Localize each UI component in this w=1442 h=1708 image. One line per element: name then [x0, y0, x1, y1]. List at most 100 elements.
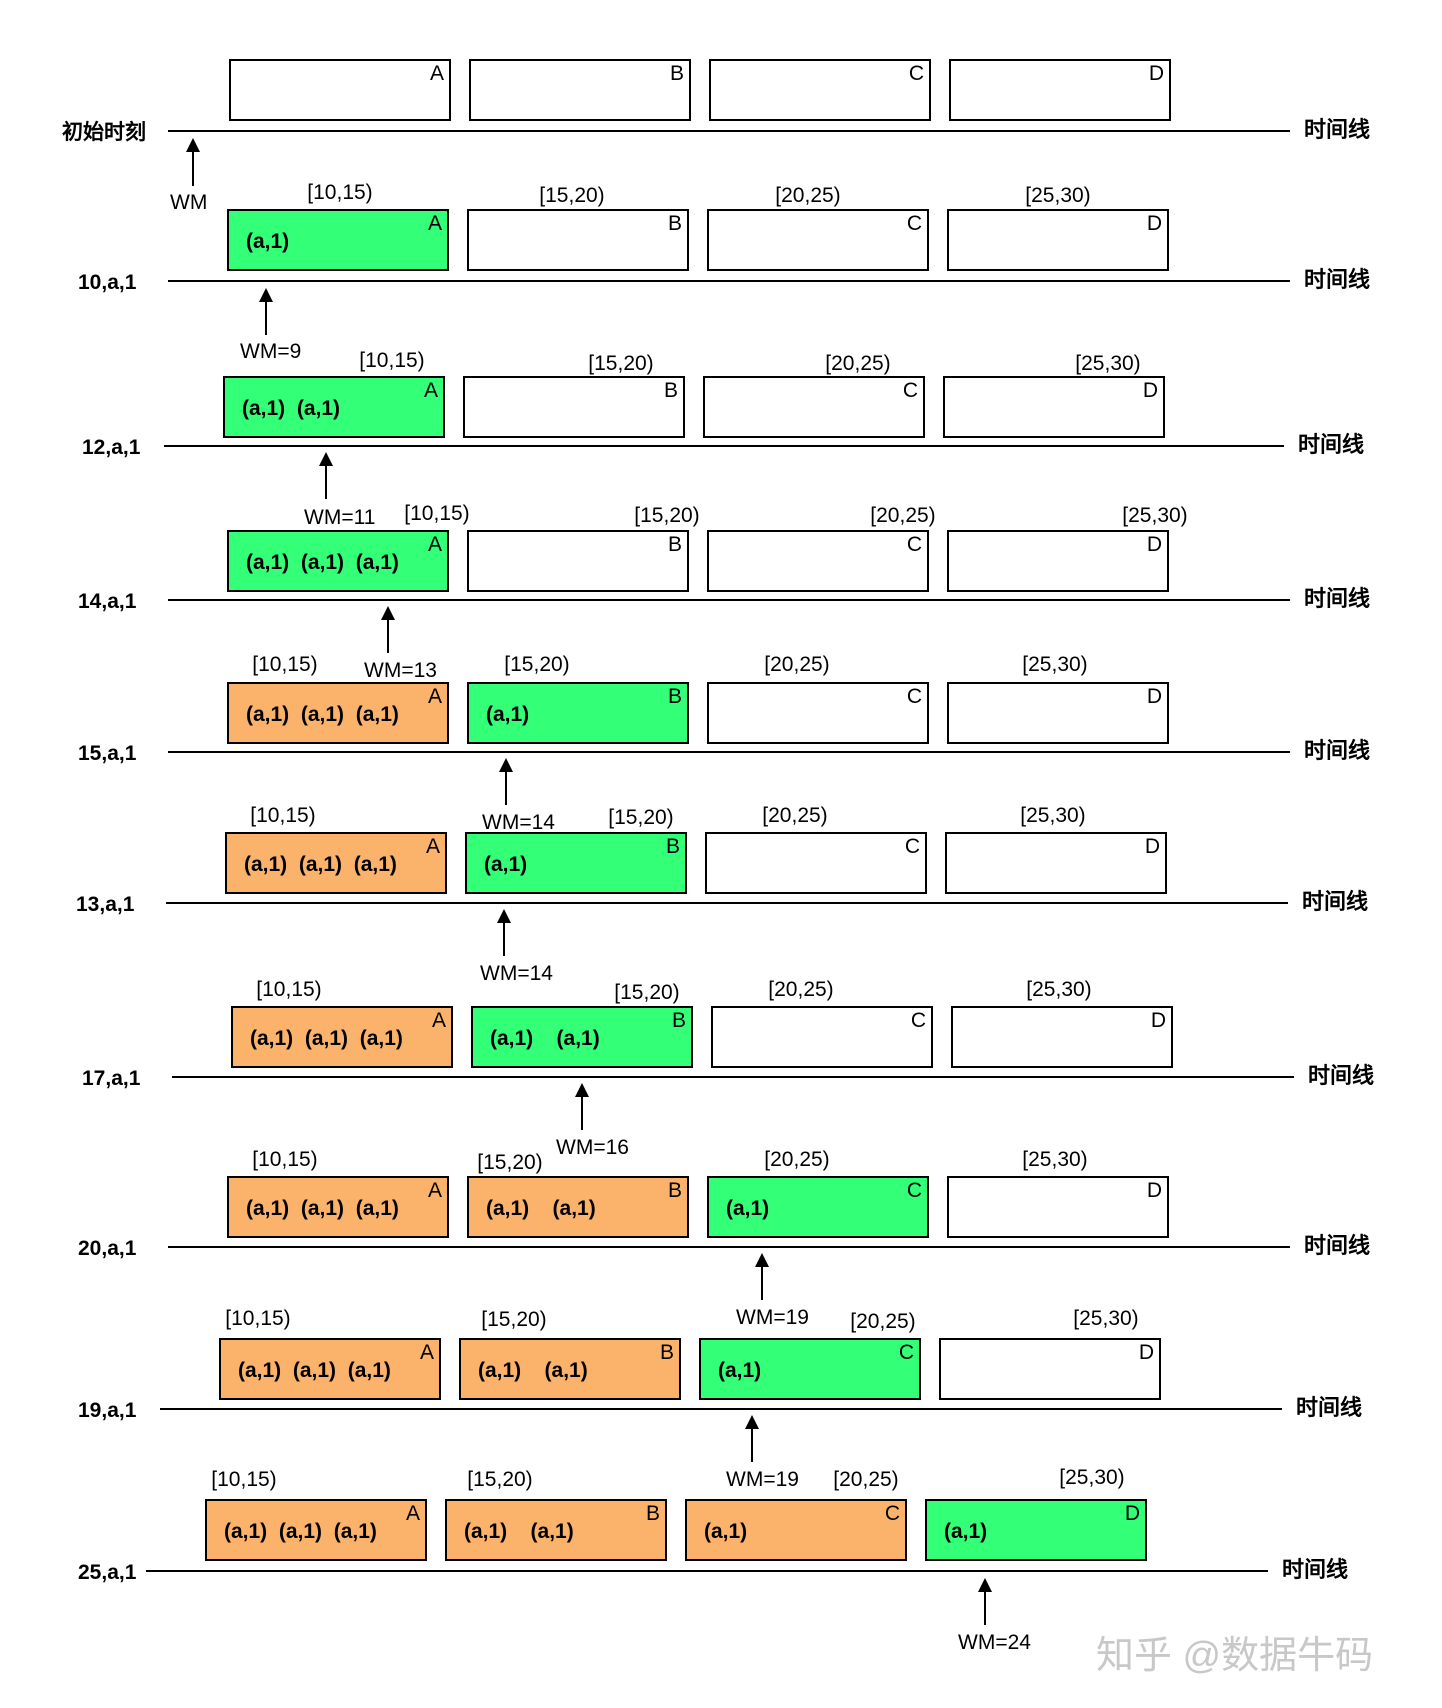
event-label: 19,a,1: [78, 1399, 137, 1422]
window-box-c: [707, 682, 929, 744]
window-corner-label: B: [668, 212, 682, 235]
window-box-c: [703, 376, 925, 438]
window-corner-label: C: [909, 62, 924, 85]
window-range-label: [20,25): [764, 1148, 829, 1171]
timeline-label: 时间线: [1304, 738, 1370, 763]
window-corner-label: B: [664, 379, 678, 402]
watermark-label: WM=11: [304, 506, 375, 529]
window-box-d: [925, 1499, 1147, 1561]
window-corner-label: A: [424, 379, 438, 402]
window-box-b: [467, 682, 689, 744]
window-box-d: [947, 682, 1169, 744]
window-box-c: [707, 1176, 929, 1238]
window-box-b: [463, 376, 685, 438]
window-box-c: [699, 1338, 921, 1400]
window-range-label: [10,15): [256, 978, 321, 1001]
event-label: 10,a,1: [78, 271, 137, 294]
window-box-a: [205, 1499, 427, 1561]
window-box-b: [467, 530, 689, 592]
window-range-label: [10,15): [307, 181, 372, 204]
event-label: 15,a,1: [78, 742, 137, 765]
watermark-label: WM=19: [726, 1468, 799, 1491]
window-content: (a,1) (a,1) (a,1): [250, 1027, 403, 1050]
window-range-label: [25,30): [1073, 1307, 1138, 1330]
window-corner-label: D: [1147, 685, 1162, 708]
window-range-label: [25,30): [1059, 1466, 1124, 1489]
window-content: (a,1): [486, 703, 529, 726]
event-label: 初始时刻: [62, 120, 146, 144]
window-corner-label: C: [911, 1009, 926, 1032]
window-range-label: [15,20): [588, 352, 653, 375]
timeline-label: 时间线: [1308, 1063, 1374, 1088]
window-box-d: [943, 376, 1165, 438]
window-content: (a,1): [704, 1520, 747, 1543]
window-corner-label: D: [1147, 533, 1162, 556]
window-range-label: [20,25): [768, 978, 833, 1001]
window-box-c: [709, 59, 931, 121]
timeline-label: 时间线: [1298, 432, 1364, 457]
window-range-label: [15,20): [481, 1308, 546, 1331]
window-content: (a,1) (a,1) (a,1): [246, 703, 399, 726]
window-corner-label: D: [1145, 835, 1160, 858]
window-range-label: [10,15): [252, 653, 317, 676]
window-box-c: [685, 1499, 907, 1561]
window-range-label: [15,20): [467, 1468, 532, 1491]
window-corner-label: A: [432, 1009, 446, 1032]
watermark-label: WM=24: [958, 1631, 1031, 1654]
event-label: 20,a,1: [78, 1237, 137, 1260]
window-box-a: [223, 376, 445, 438]
window-corner-label: C: [907, 685, 922, 708]
event-label: 12,a,1: [82, 436, 141, 459]
event-label: 13,a,1: [76, 893, 135, 916]
window-range-label: [10,15): [404, 502, 469, 525]
window-box-a: [219, 1338, 441, 1400]
timeline-label: 时间线: [1282, 1557, 1348, 1582]
window-corner-label: B: [670, 62, 684, 85]
window-corner-label: C: [907, 1179, 922, 1202]
window-corner-label: C: [899, 1341, 914, 1364]
window-box-a: [225, 832, 447, 894]
window-corner-label: C: [885, 1502, 900, 1525]
window-range-label: [10,15): [359, 349, 424, 372]
window-corner-label: B: [646, 1502, 660, 1525]
window-content: (a,1) (a,1) (a,1): [244, 853, 397, 876]
window-box-a: [227, 682, 449, 744]
window-corner-label: B: [668, 533, 682, 556]
window-range-label: [10,15): [225, 1307, 290, 1330]
window-range-label: [15,20): [539, 184, 604, 207]
window-content: (a,1): [718, 1359, 761, 1382]
window-content: (a,1) (a,1): [490, 1027, 600, 1050]
window-range-label: [25,30): [1075, 352, 1140, 375]
window-box-c: [707, 209, 929, 271]
window-box-d: [945, 832, 1167, 894]
window-range-label: [20,25): [850, 1310, 915, 1333]
timeline-label: 时间线: [1304, 267, 1370, 292]
window-content: (a,1) (a,1) (a,1): [246, 1197, 399, 1220]
timeline-label: 时间线: [1304, 1233, 1370, 1258]
window-box-b: [467, 209, 689, 271]
window-range-label: [25,30): [1026, 978, 1091, 1001]
window-box-d: [951, 1006, 1173, 1068]
timeline-label: 时间线: [1302, 889, 1368, 914]
window-box-d: [939, 1338, 1161, 1400]
window-box-d: [947, 530, 1169, 592]
window-box-a: [227, 1176, 449, 1238]
window-range-label: [20,25): [775, 184, 840, 207]
window-content: (a,1): [726, 1197, 769, 1220]
window-box-b: [469, 59, 691, 121]
window-content: (a,1) (a,1) (a,1): [246, 551, 399, 574]
window-content: (a,1): [944, 1520, 987, 1543]
event-label: 17,a,1: [82, 1067, 141, 1090]
window-content: (a,1) (a,1) (a,1): [224, 1520, 377, 1543]
window-corner-label: B: [666, 835, 680, 858]
window-range-label: [15,20): [614, 981, 679, 1004]
window-range-label: [25,30): [1025, 184, 1090, 207]
window-corner-label: C: [907, 212, 922, 235]
window-range-label: [10,15): [250, 804, 315, 827]
window-box-a: [227, 530, 449, 592]
window-content: (a,1) (a,1): [478, 1359, 588, 1382]
window-range-label: [20,25): [825, 352, 890, 375]
window-corner-label: B: [660, 1341, 674, 1364]
timeline-label: 时间线: [1296, 1395, 1362, 1420]
window-box-a: [231, 1006, 453, 1068]
